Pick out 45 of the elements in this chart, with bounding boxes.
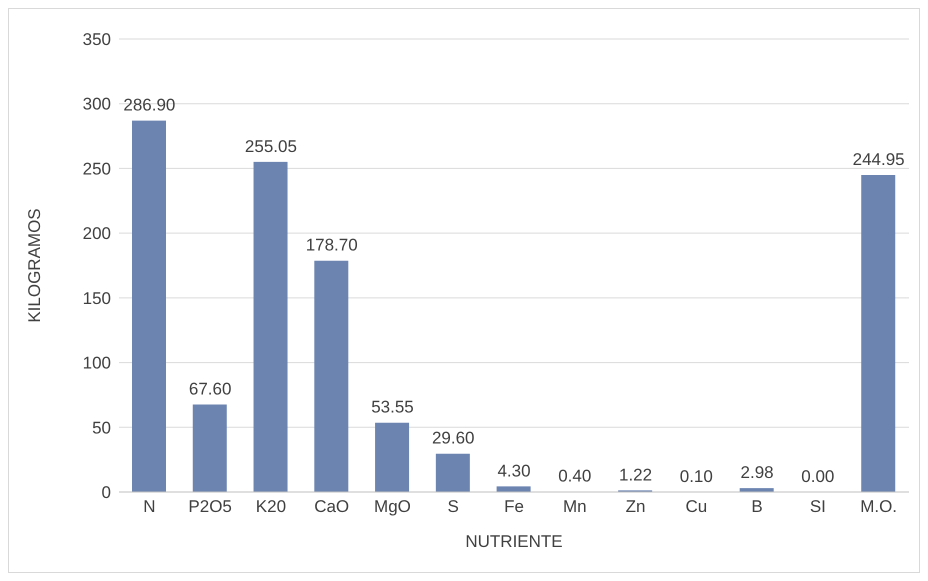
bar [192,404,227,492]
data-label: 29.60 [432,428,475,448]
x-axis-title: NUTRIENTE [465,532,563,551]
x-tick-label: Cu [685,497,708,516]
bar [314,260,348,492]
y-tick-label: 150 [82,288,111,308]
x-tick-label: Zn [626,497,646,516]
data-label: 4.30 [497,461,531,480]
bar [436,454,470,492]
y-tick-label: 50 [92,418,111,438]
x-tick-label: CaO [314,497,350,516]
x-tick-label: B [751,497,763,516]
x-tick-label: K20 [256,497,286,516]
data-label: 255.05 [244,136,297,156]
data-label: 178.70 [306,236,358,255]
data-label: 53.55 [371,398,414,417]
bar [740,488,774,492]
x-tick-label: SI [810,497,826,516]
data-label: 0.00 [801,467,834,486]
y-tick-label: 200 [82,224,111,244]
y-tick-label: 100 [82,354,111,373]
bar [375,422,410,492]
y-tick-label: 0 [102,483,111,502]
y-tick-label: 300 [82,94,111,114]
y-axis-title: KILOGRAMOS [25,208,44,323]
bar [254,162,288,492]
data-label: 286.90 [123,96,176,115]
y-tick-label: 350 [82,30,111,50]
x-tick-label: MgO [374,497,411,516]
data-label: 67.60 [188,380,232,399]
x-tick-label: P2O5 [188,497,232,516]
y-tick-label: 250 [82,159,111,178]
data-label: 244.95 [852,150,905,169]
x-tick-label: S [448,497,459,516]
x-tick-label: N [143,497,156,516]
bar [132,120,166,492]
bar [861,174,896,492]
x-tick-label: Fe [504,497,524,516]
data-label: 0.40 [558,466,592,486]
bar [496,486,531,492]
data-label: 0.10 [680,466,713,486]
x-tick-label: Mn [562,497,587,516]
x-tick-label: M.O. [860,497,898,516]
data-label: 2.98 [740,463,774,482]
data-label: 1.22 [618,465,652,484]
